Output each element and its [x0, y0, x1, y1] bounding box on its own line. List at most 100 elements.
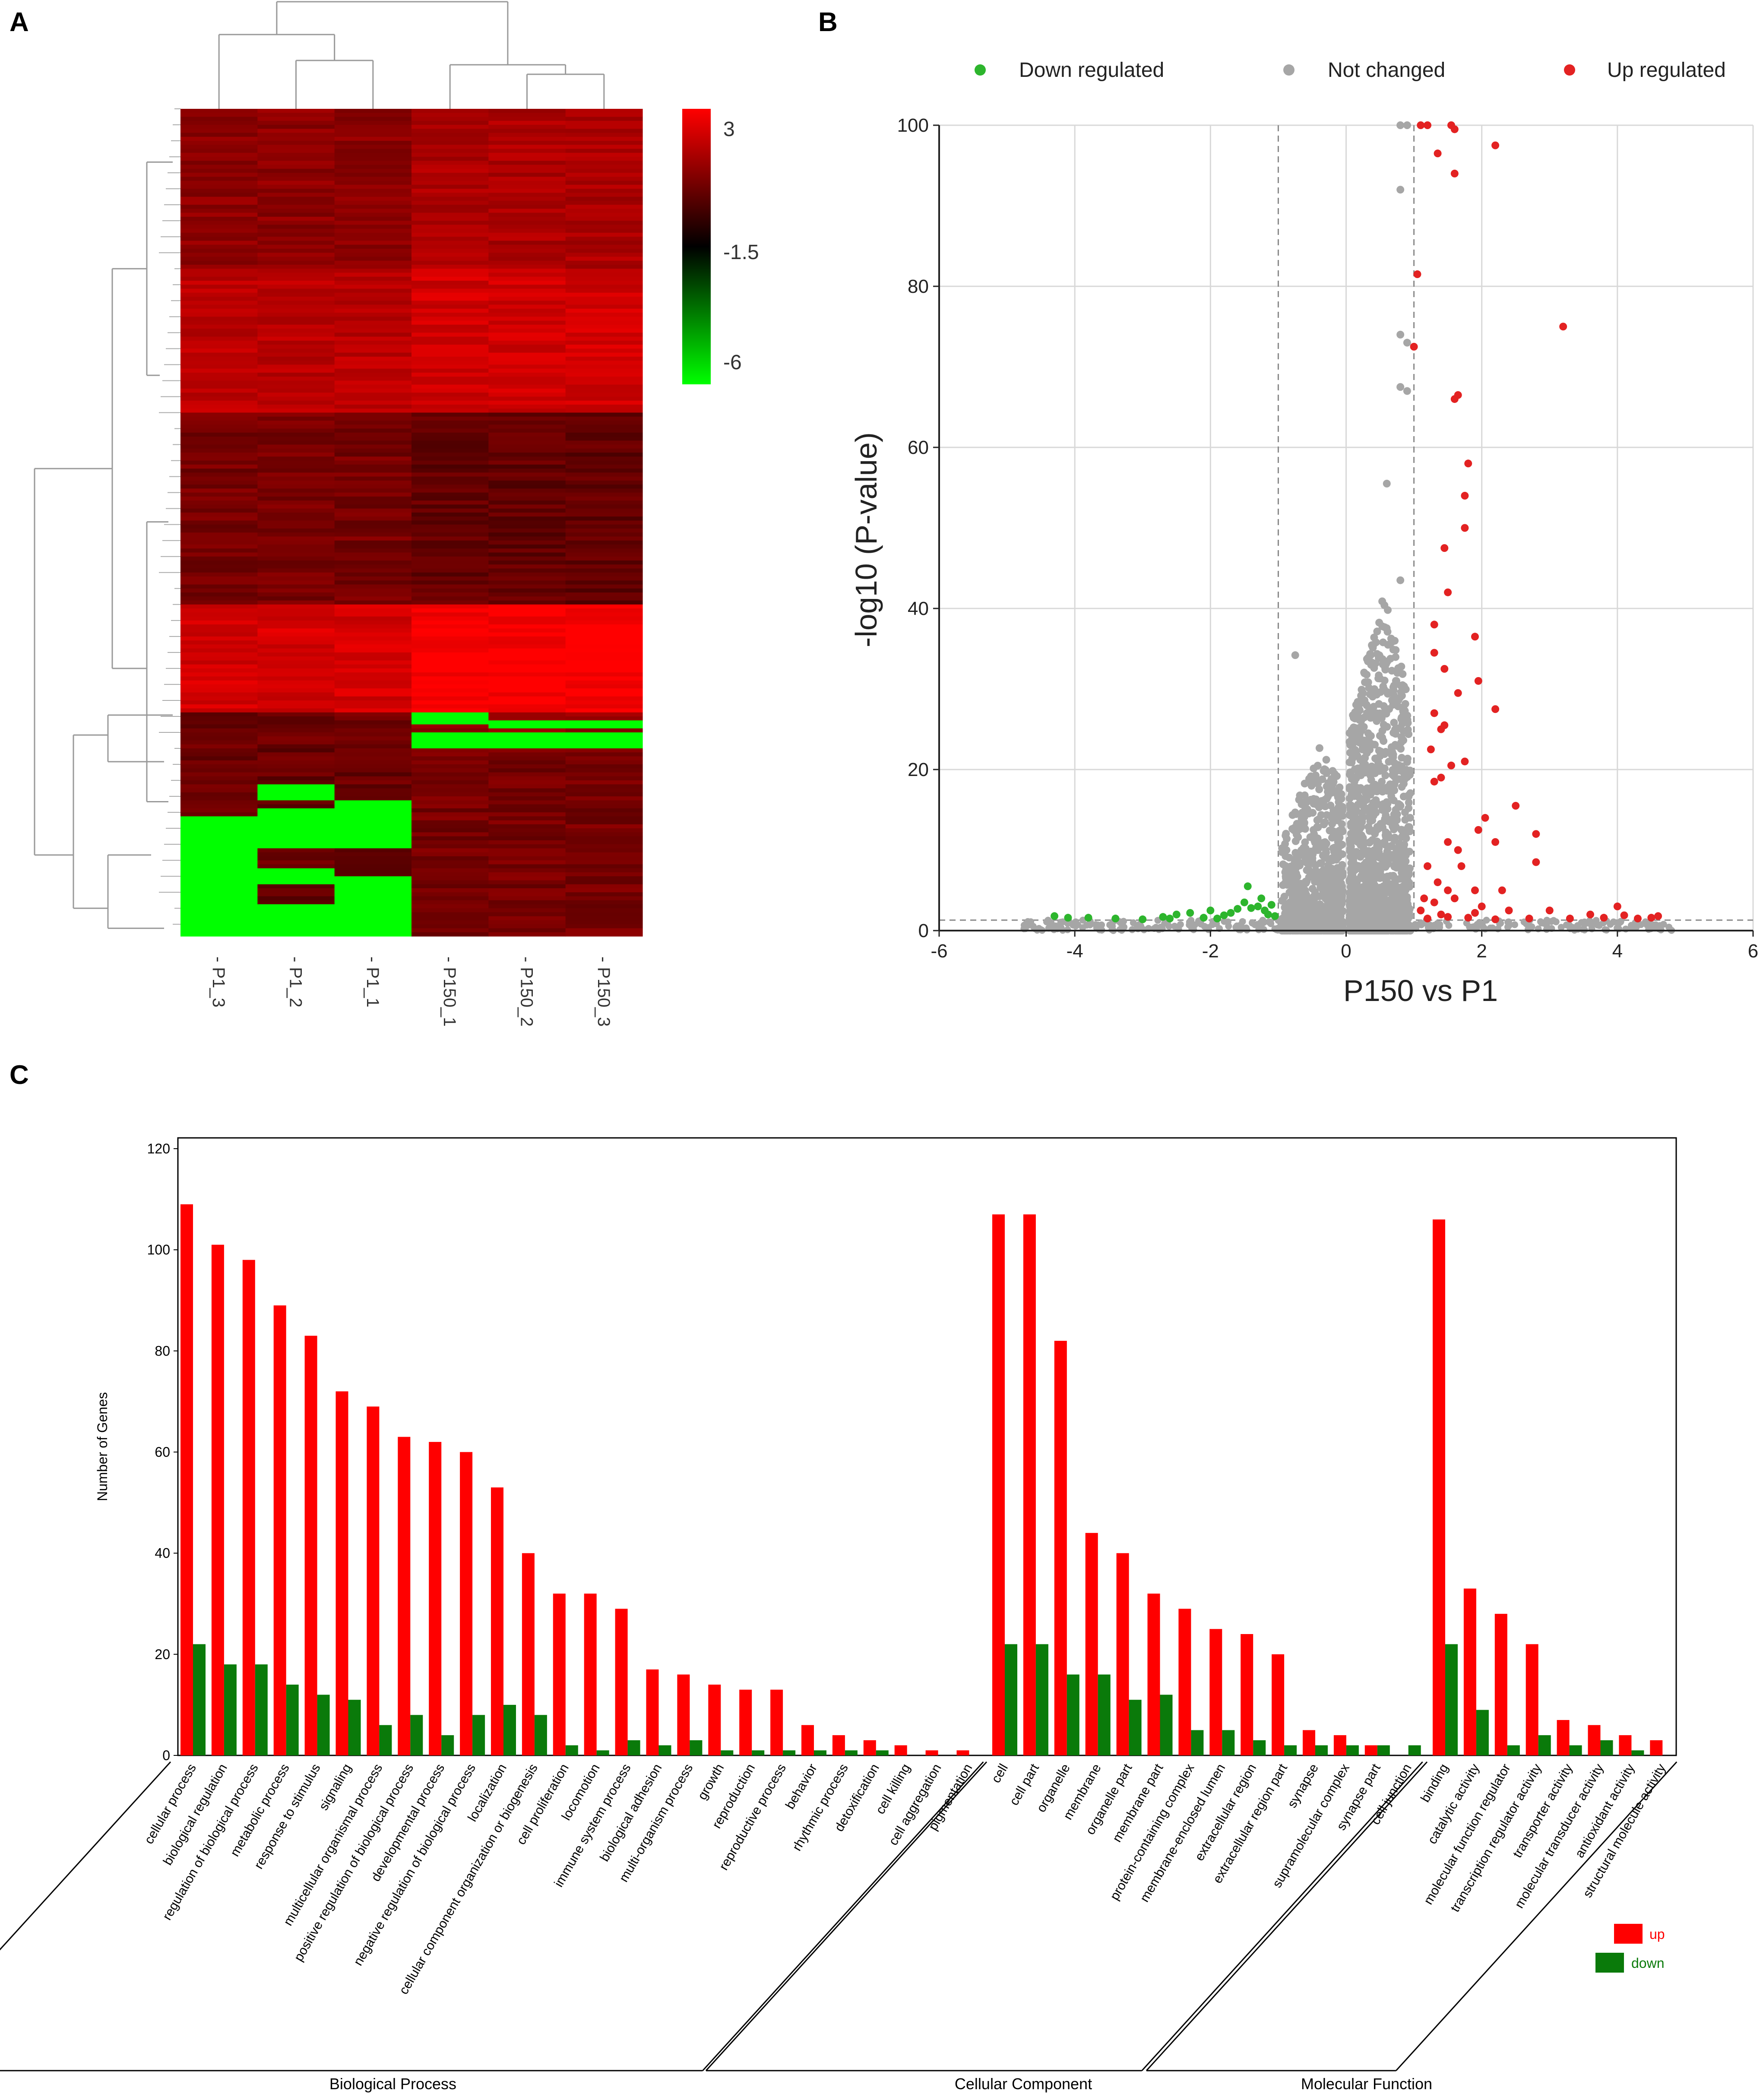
heatmap-cell	[488, 784, 566, 789]
heatmap-cell	[488, 880, 566, 885]
go-bar-down	[783, 1750, 796, 1755]
go-bar-up	[832, 1735, 845, 1755]
heatmap-cell	[411, 880, 489, 885]
volcano-point-unchanged	[1384, 705, 1393, 713]
heatmap-cell	[411, 600, 489, 605]
heatmap-cell	[257, 504, 335, 509]
heatmap-cell	[334, 924, 412, 929]
heatmap-cell	[565, 448, 643, 453]
heatmap-cell	[565, 900, 643, 905]
heatmap-cell	[257, 716, 335, 721]
volcano-point-unchanged	[1373, 627, 1381, 636]
volcano-point-unchanged	[1351, 860, 1359, 868]
volcano-point-unchanged	[1399, 792, 1408, 801]
heatmap-cell	[180, 173, 258, 177]
sample-label-tick: -	[594, 957, 613, 967]
heatmap-cell	[334, 225, 412, 229]
heatmap-cell	[411, 248, 489, 253]
heatmap-cell	[411, 800, 489, 805]
heatmap-cell	[411, 884, 489, 889]
heatmap-cell	[488, 636, 566, 641]
heatmap-cell	[565, 485, 643, 489]
volcano-point-unchanged	[1380, 721, 1388, 729]
heatmap-cell	[334, 136, 412, 141]
heatmap-cell	[565, 540, 643, 545]
volcano-x-tick-label: 6	[1748, 941, 1758, 962]
heatmap-cell	[257, 141, 335, 145]
heatmap-cell	[565, 912, 643, 917]
volcano-point-unchanged	[1396, 801, 1404, 809]
heatmap-cell	[411, 117, 489, 121]
heatmap-cell	[411, 828, 489, 833]
heatmap-cell	[411, 536, 489, 541]
heatmap-cell	[257, 120, 335, 125]
heatmap-cell	[180, 540, 258, 545]
go-bar-up	[1147, 1593, 1160, 1755]
heatmap-cell	[488, 776, 566, 781]
heatmap-cell	[180, 412, 258, 417]
volcano-point-unchanged	[1363, 671, 1371, 679]
heatmap-cell	[334, 808, 412, 813]
go-bar-down	[1538, 1735, 1551, 1755]
heatmap-cell	[180, 276, 258, 281]
heatmap-cell	[411, 860, 489, 865]
heatmap-cell	[411, 712, 489, 717]
heatmap-cell	[411, 301, 489, 305]
heatmap-cell	[565, 560, 643, 565]
heatmap-cell	[488, 704, 566, 709]
heatmap-cell	[411, 472, 489, 477]
volcano-point-unchanged	[1403, 121, 1411, 129]
heatmap-cell	[180, 532, 258, 537]
heatmap-cell	[565, 596, 643, 601]
heatmap-cell	[411, 648, 489, 653]
volcano-point-unchanged	[1379, 638, 1387, 646]
heatmap-cell	[488, 632, 566, 637]
heatmap-cell	[257, 384, 335, 389]
volcano-point-unchanged	[1349, 814, 1358, 823]
volcano-point-unchanged	[1384, 606, 1392, 614]
volcano-point-unchanged	[1312, 800, 1320, 808]
volcano-point-down	[1247, 904, 1255, 912]
heatmap-cell	[180, 884, 258, 889]
legend-unchanged-marker	[1283, 64, 1295, 76]
heatmap-cell	[180, 584, 258, 589]
go-bar-down	[1191, 1730, 1204, 1755]
heatmap-cell	[180, 856, 258, 861]
volcano-point-unchanged	[1334, 853, 1342, 862]
heatmap-cell	[488, 404, 566, 409]
heatmap-cell	[488, 912, 566, 917]
heatmap-cell	[565, 424, 643, 429]
heatmap-cell	[257, 221, 335, 225]
volcano-point-up	[1566, 915, 1574, 923]
heatmap-cell	[180, 297, 258, 301]
heatmap-cell	[488, 377, 566, 381]
heatmap-cell	[488, 165, 566, 169]
go-bar-down	[1284, 1745, 1297, 1755]
heatmap-cell	[334, 177, 412, 181]
heatmap-cell	[411, 716, 489, 721]
heatmap-cell	[565, 113, 643, 117]
heatmap-cell	[488, 372, 566, 377]
heatmap-cell	[257, 860, 335, 865]
heatmap-cell	[257, 453, 335, 457]
heatmap-cell	[257, 872, 335, 877]
heatmap-cell	[257, 225, 335, 229]
go-bar-up	[1178, 1609, 1191, 1755]
heatmap-cell	[488, 281, 566, 285]
volcano-point-up	[1430, 621, 1438, 629]
volcano-point-unchanged	[1315, 744, 1323, 752]
heatmap-cell	[180, 257, 258, 261]
heatmap-cell	[257, 368, 335, 373]
go-bar-up	[1085, 1533, 1098, 1755]
heatmap-cell	[488, 520, 566, 525]
heatmap-cell	[257, 852, 335, 857]
heatmap-cell	[334, 404, 412, 409]
heatmap-cell	[411, 444, 489, 449]
heatmap-cell	[488, 400, 566, 405]
heatmap-cell	[257, 404, 335, 409]
volcano-point-unchanged	[1368, 641, 1376, 649]
heatmap-cell	[488, 324, 566, 329]
heatmap-cell	[565, 368, 643, 373]
volcano-point-unchanged	[1336, 827, 1344, 835]
heatmap-cell	[257, 868, 335, 873]
